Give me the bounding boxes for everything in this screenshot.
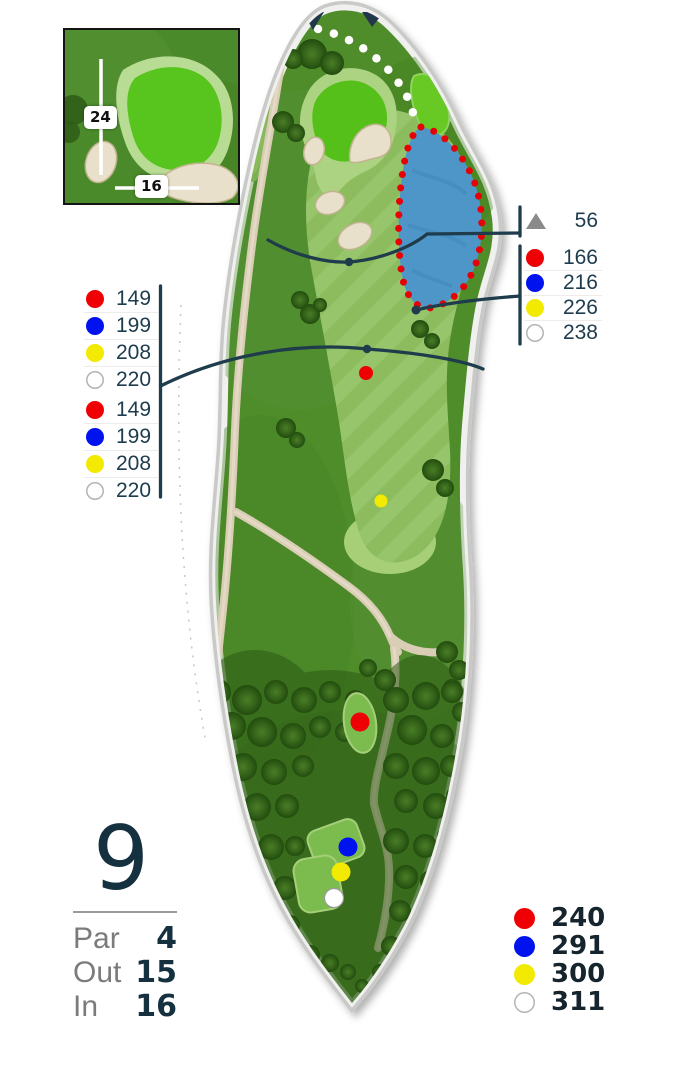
hole-divider xyxy=(73,911,177,913)
layup-legend-lower: 149 199 208 220 xyxy=(84,396,158,504)
tee-distance-value: 240 xyxy=(551,903,606,933)
legend-row: 311 xyxy=(512,987,616,1017)
green-width-value: 16 xyxy=(141,177,162,195)
distance-value: 216 xyxy=(562,271,598,294)
in-value: 16 xyxy=(135,989,177,1024)
red-tee-dot-icon xyxy=(86,289,104,308)
out-label: Out xyxy=(73,956,122,989)
legend-row: 226 xyxy=(524,295,602,320)
hole-info: 9 Par 4 Out 15 In 16 xyxy=(73,807,177,1024)
legend-row: 56 xyxy=(524,206,602,236)
tee-marker-blue xyxy=(338,837,358,857)
tee-distance-value: 311 xyxy=(551,987,606,1017)
white-tee-dot-icon xyxy=(514,991,535,1013)
legend-row: 208 xyxy=(84,339,158,366)
legend-row: 166 xyxy=(524,245,602,270)
white-tee-dot-icon xyxy=(86,371,104,389)
legend-row: 291 xyxy=(512,931,616,961)
legend-row: 220 xyxy=(84,366,158,393)
tee-marker-red xyxy=(350,712,370,732)
bunkers xyxy=(302,123,392,251)
distance-value: 208 xyxy=(116,341,152,364)
layup-legend-upper: 149 199 208 220 xyxy=(84,285,158,393)
yellow-tee-dot-icon xyxy=(514,963,535,985)
fairway-marker-yellow xyxy=(374,494,388,508)
red-tee-dot-icon xyxy=(514,907,535,929)
distance-value: 166 xyxy=(562,245,598,269)
green-depth-value: 24 xyxy=(90,108,111,126)
red-tee-dot-icon xyxy=(526,248,544,267)
blue-tee-dot-icon xyxy=(526,274,544,292)
out-value: 15 xyxy=(135,955,177,990)
carry-triangle-icon xyxy=(526,213,546,229)
yellow-tee-dot-icon xyxy=(526,299,544,317)
tee-marker-white xyxy=(323,887,345,909)
distance-value: 199 xyxy=(116,314,152,337)
carry-distance-value: 56 xyxy=(574,209,598,232)
annotation-lines xyxy=(158,205,522,499)
legend-row: 199 xyxy=(84,312,158,339)
white-tee-dot-icon xyxy=(526,324,544,342)
blue-tee-dot-icon xyxy=(86,317,104,335)
distance-value: 199 xyxy=(116,425,152,448)
hazard-legend: 166 216 226 238 xyxy=(524,245,602,345)
yellow-tee-dot-icon xyxy=(86,344,104,362)
red-tee-dot-icon xyxy=(86,400,104,419)
distance-value: 220 xyxy=(116,368,152,391)
legend-row: 149 xyxy=(84,396,158,423)
yellow-tee-dot-icon xyxy=(86,455,104,473)
green-width-label: 16 xyxy=(135,175,168,198)
tee-distance-value: 291 xyxy=(551,931,606,961)
in-label: In xyxy=(73,990,99,1023)
legend-row: 149 xyxy=(84,285,158,312)
out-row: Out 15 xyxy=(73,956,177,990)
annotation-anchor-dots xyxy=(344,257,421,354)
distance-value: 226 xyxy=(562,296,598,319)
carry-legend: 56 xyxy=(524,206,602,236)
green-depth-label: 24 xyxy=(84,106,117,129)
in-row: In 16 xyxy=(73,990,177,1024)
hole-number: 9 xyxy=(93,807,149,910)
legend-row: 238 xyxy=(524,320,602,345)
legend-row: 300 xyxy=(512,959,616,989)
legend-row: 220 xyxy=(84,477,158,504)
par-row: Par 4 xyxy=(73,922,177,956)
legend-row: 199 xyxy=(84,423,158,450)
distance-value: 238 xyxy=(562,321,598,344)
blue-tee-dot-icon xyxy=(86,428,104,446)
distance-value: 208 xyxy=(116,452,152,475)
par-label: Par xyxy=(73,922,120,955)
tee-distance-legend: 240 291 300 311 xyxy=(512,903,616,1017)
blue-tee-dot-icon xyxy=(514,935,535,957)
distance-value: 149 xyxy=(116,286,152,310)
tee-distance-value: 300 xyxy=(551,959,606,989)
distance-value: 220 xyxy=(116,479,152,502)
fairway-marker-red xyxy=(359,366,373,380)
tee-marker-yellow xyxy=(331,862,351,882)
white-tee-dot-icon xyxy=(86,482,104,500)
hazard-red-dots xyxy=(395,123,486,312)
par-value: 4 xyxy=(156,921,177,956)
distance-value: 149 xyxy=(116,397,152,421)
legend-row: 208 xyxy=(84,450,158,477)
legend-row: 216 xyxy=(524,270,602,295)
legend-row: 240 xyxy=(512,903,616,933)
